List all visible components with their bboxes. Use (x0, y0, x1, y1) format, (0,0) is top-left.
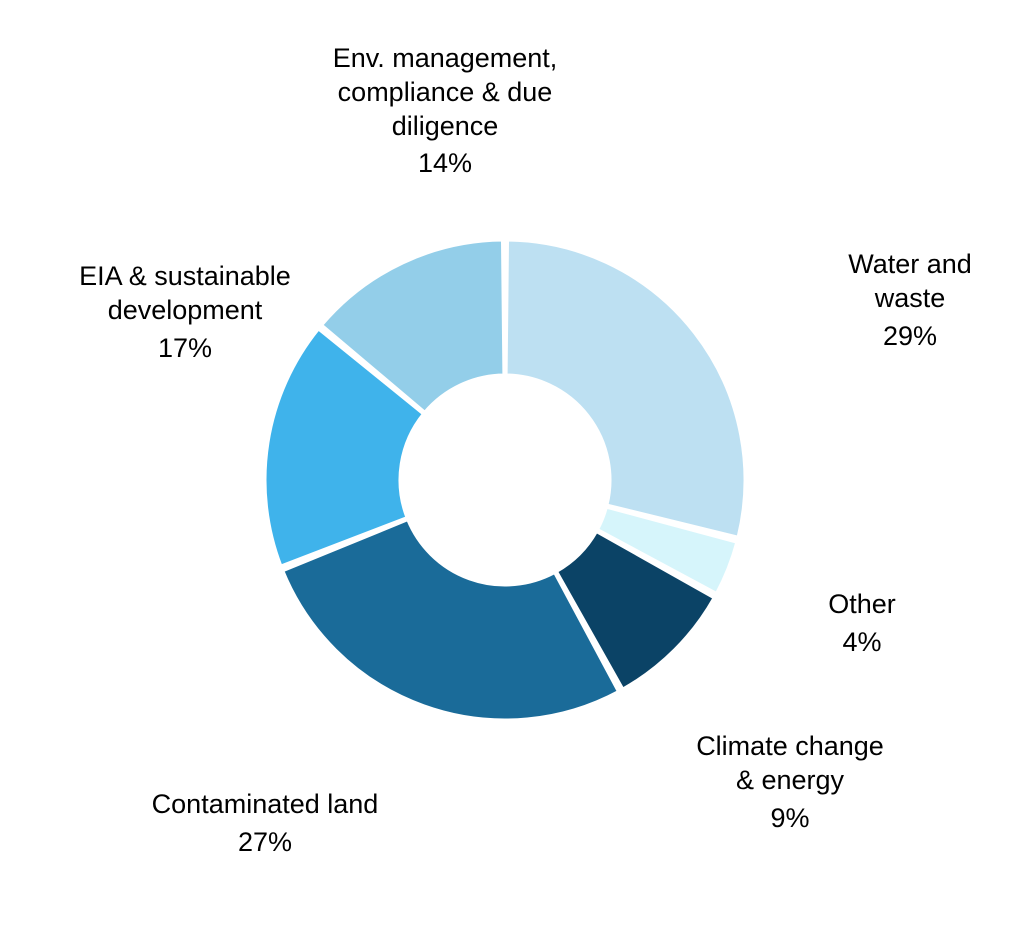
label-line: development (35, 294, 335, 328)
label-pct: 29% (800, 320, 1020, 354)
label-pct: 17% (35, 332, 335, 366)
label-pct: 27% (85, 826, 445, 860)
label-line: EIA & sustainable (35, 260, 335, 294)
label-pct: 9% (640, 802, 940, 836)
label-line: waste (800, 282, 1020, 316)
label-pct: 4% (792, 626, 932, 660)
label-line: Other (792, 588, 932, 622)
label-env-mgmt-compliance: Env. management,compliance & duediligenc… (265, 42, 625, 181)
label-line: Contaminated land (85, 788, 445, 822)
label-line: Water and (800, 248, 1020, 282)
donut-chart: Water andwaste 29% Other 4% Climate change& … (0, 0, 1024, 941)
slice-contaminated-land (283, 520, 619, 720)
label-other: Other 4% (792, 588, 932, 660)
label-pct: 14% (265, 147, 625, 181)
label-eia-sustainable-dev: EIA & sustainabledevelopment 17% (35, 260, 335, 365)
label-line: compliance & due (265, 76, 625, 110)
label-water-and-waste: Water andwaste 29% (800, 248, 1020, 353)
label-line: Climate change (640, 730, 940, 764)
label-line: & energy (640, 764, 940, 798)
label-contaminated-land: Contaminated land 27% (85, 788, 445, 860)
label-line: diligence (265, 110, 625, 144)
label-climate-change-energy: Climate change& energy 9% (640, 730, 940, 835)
slice-water-and-waste (506, 240, 745, 537)
label-line: Env. management, (265, 42, 625, 76)
